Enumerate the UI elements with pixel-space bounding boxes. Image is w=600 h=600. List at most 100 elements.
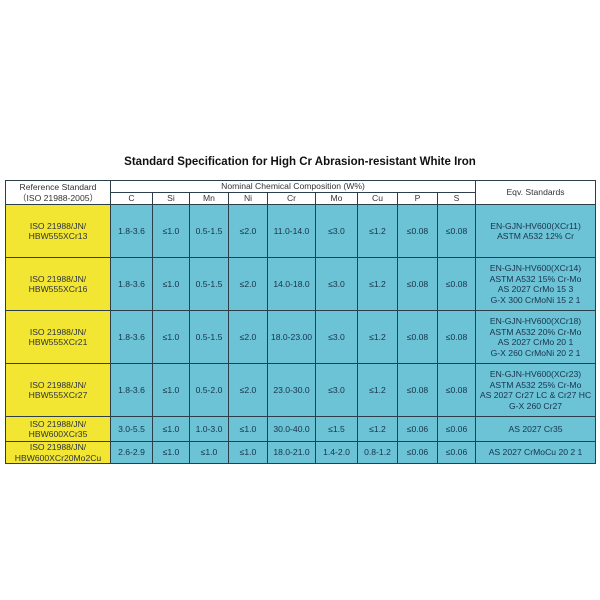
reference-line: ISO 21988/JN/ (29, 326, 87, 337)
composition-cell: ≤0.06 (436, 441, 477, 464)
reference-standard-cell: ISO 21988/JN/HBW555XCr21 (5, 310, 111, 364)
eqv-line: AS 2027 CrMo 15 3 (497, 284, 574, 294)
eqv-line: G-X 260 CrMoNi 20 2 1 (490, 347, 581, 358)
reference-line: HBW555XCr16 (28, 284, 88, 294)
header-element: Cu (357, 192, 398, 205)
composition-cell: 18.0-21.0 (267, 441, 316, 464)
composition-cell: ≤0.06 (397, 416, 438, 442)
reference-line: HBW555XCr27 (28, 390, 88, 400)
composition-cell: ≤3.0 (315, 204, 358, 258)
composition-cell: 1.0-3.0 (189, 416, 229, 442)
header-element: S (436, 192, 477, 205)
composition-cell: ≤3.0 (315, 310, 358, 364)
composition-cell: ≤0.06 (436, 416, 477, 442)
composition-cell: 18.0-23.00 (267, 310, 316, 364)
eqv-line: G-X 300 CrMoNi 15 2 1 (490, 294, 581, 305)
composition-cell: 1.8-3.6 (110, 310, 153, 364)
header-element: Mn (189, 192, 229, 205)
composition-cell: ≤1.0 (228, 441, 268, 464)
table-row: ISO 21988/JN/HBW555XCr13 1.8-3.6 ≤1.0 0.5-1… (5, 204, 596, 258)
composition-cell: ≤0.08 (397, 257, 438, 311)
header-element: Si (152, 192, 190, 205)
eqv-line: G-X 260 Cr27 (509, 400, 563, 411)
composition-cell: ≤1.0 (189, 441, 229, 464)
composition-cell: ≤1.0 (152, 204, 190, 258)
eqv-line: ASTM A532 20% Cr-Mo (489, 326, 582, 337)
eqv-line: EN-GJN-HV600(XCr14) (489, 263, 582, 273)
composition-cell: ≤1.2 (357, 204, 398, 258)
composition-cell: ≤0.08 (397, 310, 438, 364)
composition-cell: 0.5-1.5 (189, 257, 229, 311)
specification-table: Reference Standard （ISO 21988-2005） Nomin… (5, 180, 596, 464)
eqv-line: AS 2027 CrMo 20 1 (497, 337, 574, 347)
composition-cell: 11.0-14.0 (267, 204, 316, 258)
reference-line: ISO 21988/JN/ (29, 442, 87, 452)
header-element: C (110, 192, 153, 205)
eqv-standards-cell: AS 2027 Cr35 (475, 416, 596, 442)
composition-cell: ≤0.06 (397, 441, 438, 464)
table-row: ISO 21988/JN/HBW555XCr27 1.8-3.6 ≤1.0 0.5-2… (5, 363, 596, 417)
table-row: ISO 21988/JN/HBW600XCr20Mo2Cu 2.6-2.9 ≤1.0… (5, 441, 596, 464)
composition-cell: ≤2.0 (228, 204, 268, 258)
eqv-standards-cell: AS 2027 CrMoCu 20 2 1 (475, 441, 596, 464)
table-row: ISO 21988/JN/HBW555XCr21 1.8-3.6 ≤1.0 0.5-1… (5, 310, 596, 364)
composition-cell: ≤2.0 (228, 257, 268, 311)
composition-cell: ≤1.0 (152, 441, 190, 464)
composition-cell: 1.8-3.6 (110, 363, 153, 417)
header-reference-standard: Reference Standard （ISO 21988-2005） (5, 180, 111, 205)
eqv-standards-cell: EN-GJN-HV600(XCr23) ASTM A532 25% Cr-Mo AS… (475, 363, 596, 417)
composition-cell: ≤1.2 (357, 416, 398, 442)
eqv-line: AS 2027 CrMoCu 20 2 1 (488, 447, 583, 458)
composition-cell: ≤0.08 (397, 363, 438, 417)
composition-cell: 1.8-3.6 (110, 204, 153, 258)
reference-standard-cell: ISO 21988/JN/HBW555XCr16 (5, 257, 111, 311)
reference-standard-cell: ISO 21988/JN/HBW600XCr20Mo2Cu (5, 441, 111, 464)
reference-line: HBW555XCr13 (28, 231, 88, 241)
reference-standard-cell: ISO 21988/JN/HBW555XCr27 (5, 363, 111, 417)
composition-cell: 0.8-1.2 (357, 441, 398, 464)
eqv-line: EN-GJN-HV600(XCr23) (489, 369, 582, 379)
eqv-line: ASTM A532 15% Cr-Mo (489, 273, 582, 284)
table-row: ISO 21988/JN/HBW600XCr35 3.0-5.5 ≤1.0 1.0-3… (5, 416, 596, 442)
reference-standard-cell: ISO 21988/JN/HBW600XCr35 (5, 416, 111, 442)
header-element: Cr (267, 192, 316, 205)
eqv-line: ASTM A532 25% Cr-Mo (489, 379, 582, 390)
composition-cell: ≤1.2 (357, 257, 398, 311)
header-eqv-standards: Eqv. Standards (475, 180, 596, 205)
table-row: ISO 21988/JN/HBW555XCr16 1.8-3.6 ≤1.0 0.5-1… (5, 257, 596, 311)
composition-cell: ≤1.0 (152, 310, 190, 364)
eqv-standards-cell: EN-GJN-HV600(XCr11) ASTM A532 12% Cr (475, 204, 596, 258)
table-title: Standard Specification for High Cr Abras… (124, 156, 476, 168)
header-composition: Nominal Chemical Composition (W%) (109, 180, 477, 193)
composition-cell: ≤1.5 (315, 416, 358, 442)
composition-cell: 0.5-1.5 (189, 204, 229, 258)
reference-line: HBW600XCr35 (28, 429, 88, 439)
eqv-line: AS 2027 Cr35 (508, 423, 563, 434)
composition-cell: 1.8-3.6 (110, 257, 153, 311)
composition-cell: 23.0-30.0 (267, 363, 316, 417)
composition-cell: ≤1.2 (357, 363, 398, 417)
composition-cell: ≤0.08 (397, 204, 438, 258)
composition-cell: ≤1.0 (152, 363, 190, 417)
eqv-line: ASTM A532 12% Cr (497, 231, 574, 241)
composition-cell: ≤0.08 (436, 257, 477, 311)
reference-line: ISO 21988/JN/ (29, 418, 87, 429)
reference-line: ISO 21988/JN/ (29, 379, 87, 390)
composition-cell: 30.0-40.0 (267, 416, 316, 442)
composition-cell: 14.0-18.0 (267, 257, 316, 311)
eqv-line: AS 2027 Cr27 LC & Cr27 HC (479, 390, 592, 400)
eqv-line: EN-GJN-HV600(XCr18) (489, 316, 582, 326)
reference-line: ISO 21988/JN/ (29, 220, 87, 231)
composition-cell: 2.6-2.9 (110, 441, 153, 464)
composition-cell: ≤1.2 (357, 310, 398, 364)
header-element: Ni (228, 192, 268, 205)
composition-cell: ≤1.0 (228, 416, 268, 442)
composition-cell: 0.5-2.0 (189, 363, 229, 417)
composition-cell: ≤0.08 (436, 204, 477, 258)
reference-line: HBW555XCr21 (28, 337, 88, 347)
reference-line: HBW600XCr20Mo2Cu (14, 452, 102, 463)
composition-cell: 1.4-2.0 (315, 441, 358, 464)
composition-cell: ≤0.08 (436, 363, 477, 417)
composition-cell: ≤3.0 (315, 363, 358, 417)
header-element: Mo (315, 192, 358, 205)
